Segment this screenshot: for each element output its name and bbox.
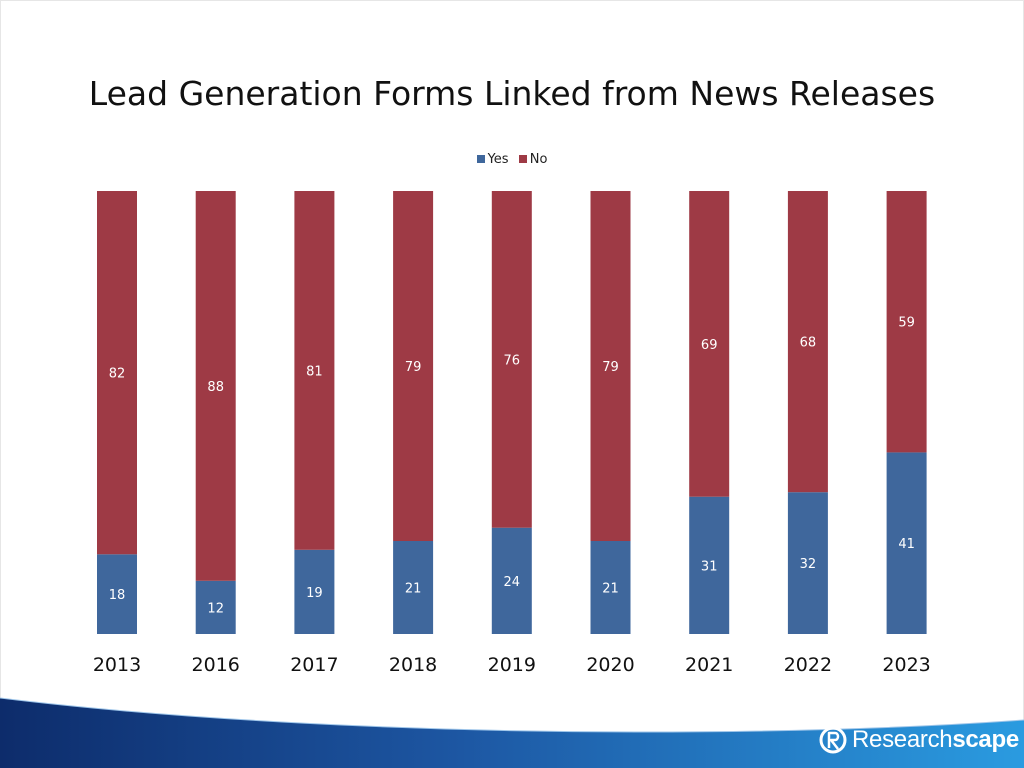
bar-yes-2019 <box>491 527 532 634</box>
data-label-yes-2016: 12 <box>207 601 224 616</box>
data-label-yes-2020: 21 <box>602 582 619 597</box>
brand-name: Researchscape <box>852 726 1019 754</box>
data-label-no-2017: 81 <box>306 364 323 379</box>
bar-no-2019 <box>491 191 532 528</box>
x-tick-label-2021: 2021 <box>685 654 733 676</box>
chart-title: Lead Generation Forms Linked from News R… <box>88 74 936 113</box>
bar-no-2013 <box>97 191 137 555</box>
bar-yes-2016 <box>195 580 236 634</box>
legend-item-no: No <box>518 152 548 167</box>
researchscape-logo: Researchscape <box>818 722 1019 758</box>
x-tick-label-2019: 2019 <box>488 654 536 676</box>
data-label-yes-2022: 32 <box>800 557 817 572</box>
data-label-yes-2017: 19 <box>306 586 323 601</box>
legend-swatch-yes <box>476 155 485 163</box>
x-tick-label-2017: 2017 <box>290 654 338 676</box>
bar-no-2017 <box>294 191 335 550</box>
bar-yes-2017 <box>294 549 335 634</box>
legend-label-no: No <box>529 152 548 167</box>
data-label-no-2021: 69 <box>701 338 718 353</box>
data-label-no-2018: 79 <box>405 360 422 375</box>
data-label-yes-2023: 41 <box>898 537 915 552</box>
data-label-no-2023: 59 <box>898 316 915 331</box>
x-tick-label-2018: 2018 <box>389 654 437 676</box>
bar-yes-2018 <box>393 541 434 634</box>
bar-no-2018 <box>393 191 434 541</box>
bar-yes-2022 <box>787 492 828 634</box>
bar-yes-2021 <box>689 496 730 634</box>
data-label-yes-2013: 18 <box>109 588 126 603</box>
researchscape-logo-icon <box>819 726 847 754</box>
legend-item-yes: Yes <box>476 152 509 167</box>
x-tick-label-2022: 2022 <box>784 654 832 676</box>
x-tick-label-2023: 2023 <box>882 654 930 676</box>
bar-yes-2013 <box>97 554 137 634</box>
data-label-no-2020: 79 <box>602 360 619 375</box>
legend-swatch-no <box>518 155 527 163</box>
bar-no-2022 <box>787 191 828 493</box>
brand-name-part2: scape <box>952 726 1019 753</box>
footer-wave-band <box>0 697 1024 768</box>
bar-yes-2023 <box>886 452 927 634</box>
data-label-no-2019: 76 <box>504 353 521 368</box>
data-label-no-2013: 82 <box>109 367 126 382</box>
bar-no-2021 <box>689 191 730 497</box>
x-tick-label-2016: 2016 <box>192 654 240 676</box>
bar-yes-2020 <box>590 541 631 634</box>
brand-name-part1: Research <box>852 726 953 753</box>
chart-legend: Yes No <box>0 152 1024 167</box>
data-label-yes-2019: 24 <box>504 575 521 590</box>
legend-label-yes: Yes <box>487 152 509 167</box>
data-label-no-2016: 88 <box>207 380 224 395</box>
x-tick-label-2013: 2013 <box>93 654 141 676</box>
bar-no-2020 <box>590 191 631 541</box>
bar-no-2023 <box>886 191 927 453</box>
stacked-bar-chart: 18 82 2013 12 88 2016 19 81 2017 21 79 2018 24 76 2019… <box>93 191 931 676</box>
data-label-yes-2018: 21 <box>405 582 422 597</box>
bar-no-2016 <box>195 191 236 581</box>
data-label-no-2022: 68 <box>800 336 817 351</box>
x-tick-label-2020: 2020 <box>586 654 634 676</box>
data-label-yes-2021: 31 <box>701 559 718 574</box>
